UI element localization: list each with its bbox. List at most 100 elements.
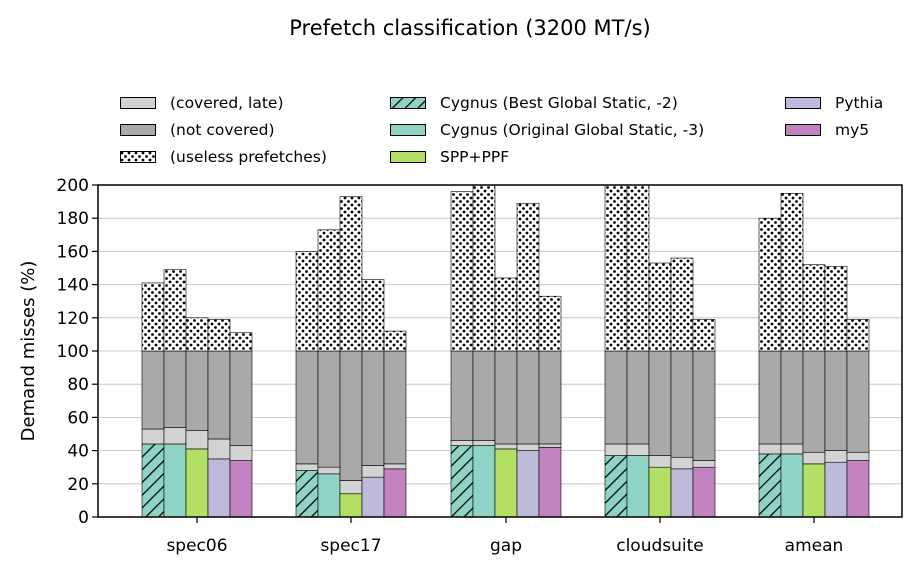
bar-covered-late bbox=[604, 443, 628, 456]
bar-covered-late bbox=[229, 445, 253, 461]
bar-not-covered bbox=[846, 350, 870, 453]
bar-useless-prefetches bbox=[450, 191, 474, 352]
bar-useless-prefetches bbox=[163, 269, 187, 352]
legend: (covered, late) (not covered) (useless p… bbox=[120, 92, 920, 172]
axes: 0 20 40 60 80 100 120 140 160 180 200 spec06 spec17 g… bbox=[57, 176, 844, 556]
bar-covered-timely bbox=[626, 455, 650, 518]
bar-covered-late bbox=[626, 443, 650, 456]
bar-useless-prefetches bbox=[295, 251, 319, 352]
bar-covered-timely bbox=[692, 466, 716, 518]
legend-swatch-useless bbox=[120, 151, 156, 163]
legend-label-cygnus-original: Cygnus (Original Global Static, -3) bbox=[440, 121, 705, 139]
legend-swatch-cygnus-original bbox=[390, 124, 426, 136]
bar-covered-timely bbox=[163, 443, 187, 518]
bar-not-covered bbox=[207, 350, 231, 440]
bar-covered-timely bbox=[802, 463, 826, 518]
bar-covered-late bbox=[494, 443, 518, 450]
bar-useless-prefetches bbox=[758, 217, 782, 352]
bar-covered-timely bbox=[494, 448, 518, 518]
bar-useless-prefetches bbox=[494, 277, 518, 352]
legend-label-useless: (useless prefetches) bbox=[170, 148, 327, 166]
bar-covered-late bbox=[361, 465, 385, 478]
bar-covered-late bbox=[538, 443, 562, 448]
y-tick-label: 20 bbox=[67, 475, 89, 495]
bar-useless-prefetches bbox=[670, 257, 694, 352]
bar-covered-late bbox=[780, 443, 804, 455]
bar-useless-prefetches bbox=[780, 193, 804, 352]
legend-item-covered-late: (covered, late) bbox=[120, 94, 284, 112]
bar-covered-timely bbox=[516, 450, 540, 518]
bar-not-covered bbox=[450, 350, 474, 441]
bar-useless-prefetches bbox=[383, 330, 407, 352]
y-tick-label: 40 bbox=[67, 442, 89, 462]
bar-covered-late bbox=[758, 443, 782, 455]
x-tick-label: spec06 bbox=[166, 536, 227, 556]
bar-useless-prefetches bbox=[604, 184, 628, 352]
legend-item-cygnus-best: Cygnus (Best Global Static, -2) bbox=[390, 94, 678, 112]
legend-label-covered-late: (covered, late) bbox=[170, 94, 284, 112]
bar-useless-prefetches bbox=[692, 319, 716, 352]
bar-useless-prefetches bbox=[846, 319, 870, 352]
bar-not-covered bbox=[339, 350, 363, 481]
bar-covered-late bbox=[846, 451, 870, 461]
bar-useless-prefetches bbox=[339, 196, 363, 352]
bar-covered-late bbox=[670, 456, 694, 470]
bar-covered-late bbox=[802, 451, 826, 465]
y-tick-label: 100 bbox=[57, 342, 89, 362]
legend-item-useless: (useless prefetches) bbox=[120, 148, 327, 166]
bar-not-covered bbox=[758, 350, 782, 445]
bar-covered-timely bbox=[229, 460, 253, 518]
bar-useless-prefetches bbox=[317, 229, 341, 352]
legend-swatch-pythia bbox=[785, 97, 821, 109]
legend-item-not-covered: (not covered) bbox=[120, 121, 275, 139]
bar-covered-late bbox=[295, 463, 319, 471]
legend-label-my5: my5 bbox=[835, 121, 870, 139]
bar-not-covered bbox=[648, 350, 672, 456]
x-tick-label: cloudsuite bbox=[616, 536, 704, 556]
legend-label-cygnus-best: Cygnus (Best Global Static, -2) bbox=[440, 94, 678, 112]
bar-covered-late bbox=[383, 463, 407, 470]
bar-not-covered bbox=[295, 350, 319, 465]
x-tick-label: spec17 bbox=[320, 536, 381, 556]
bar-covered-timely bbox=[780, 453, 804, 518]
bar-not-covered bbox=[516, 350, 540, 445]
bar-covered-timely bbox=[339, 493, 363, 518]
bar-not-covered bbox=[229, 350, 253, 446]
bar-not-covered bbox=[824, 350, 848, 451]
bar-covered-timely bbox=[185, 448, 209, 518]
legend-item-cygnus-original: Cygnus (Original Global Static, -3) bbox=[390, 121, 704, 139]
y-tick-label: 160 bbox=[57, 242, 89, 262]
bar-covered-late bbox=[516, 443, 540, 451]
bar-useless-prefetches bbox=[626, 184, 650, 352]
bar-not-covered bbox=[538, 350, 562, 445]
y-tick-label: 140 bbox=[57, 276, 89, 296]
bar-covered-timely bbox=[758, 453, 782, 518]
bar-covered-timely bbox=[538, 446, 562, 518]
bar-covered-timely bbox=[295, 470, 319, 518]
bar-covered-late bbox=[692, 460, 716, 468]
bar-not-covered bbox=[472, 350, 496, 441]
y-tick-label: 80 bbox=[67, 375, 89, 395]
bar-covered-timely bbox=[670, 468, 694, 518]
bar-covered-late bbox=[648, 455, 672, 468]
bar-not-covered bbox=[494, 350, 518, 445]
bars bbox=[141, 184, 870, 518]
bar-not-covered bbox=[383, 350, 407, 465]
bar-useless-prefetches bbox=[361, 279, 385, 352]
bar-not-covered bbox=[626, 350, 650, 445]
y-tick-label: 0 bbox=[78, 508, 89, 528]
bar-covered-timely bbox=[383, 468, 407, 518]
bar-covered-timely bbox=[846, 460, 870, 518]
y-axis-label: Demand misses (%) bbox=[18, 261, 39, 442]
bar-not-covered bbox=[692, 350, 716, 461]
bar-not-covered bbox=[185, 350, 209, 431]
bar-covered-late bbox=[472, 440, 496, 446]
legend-label-pythia: Pythia bbox=[835, 94, 884, 112]
bar-covered-late bbox=[824, 450, 848, 463]
legend-item-my5: my5 bbox=[785, 121, 869, 139]
bar-covered-late bbox=[163, 427, 187, 445]
legend-swatch-spp-ppf bbox=[390, 151, 426, 163]
bar-covered-timely bbox=[648, 466, 672, 518]
bar-useless-prefetches bbox=[516, 202, 540, 352]
